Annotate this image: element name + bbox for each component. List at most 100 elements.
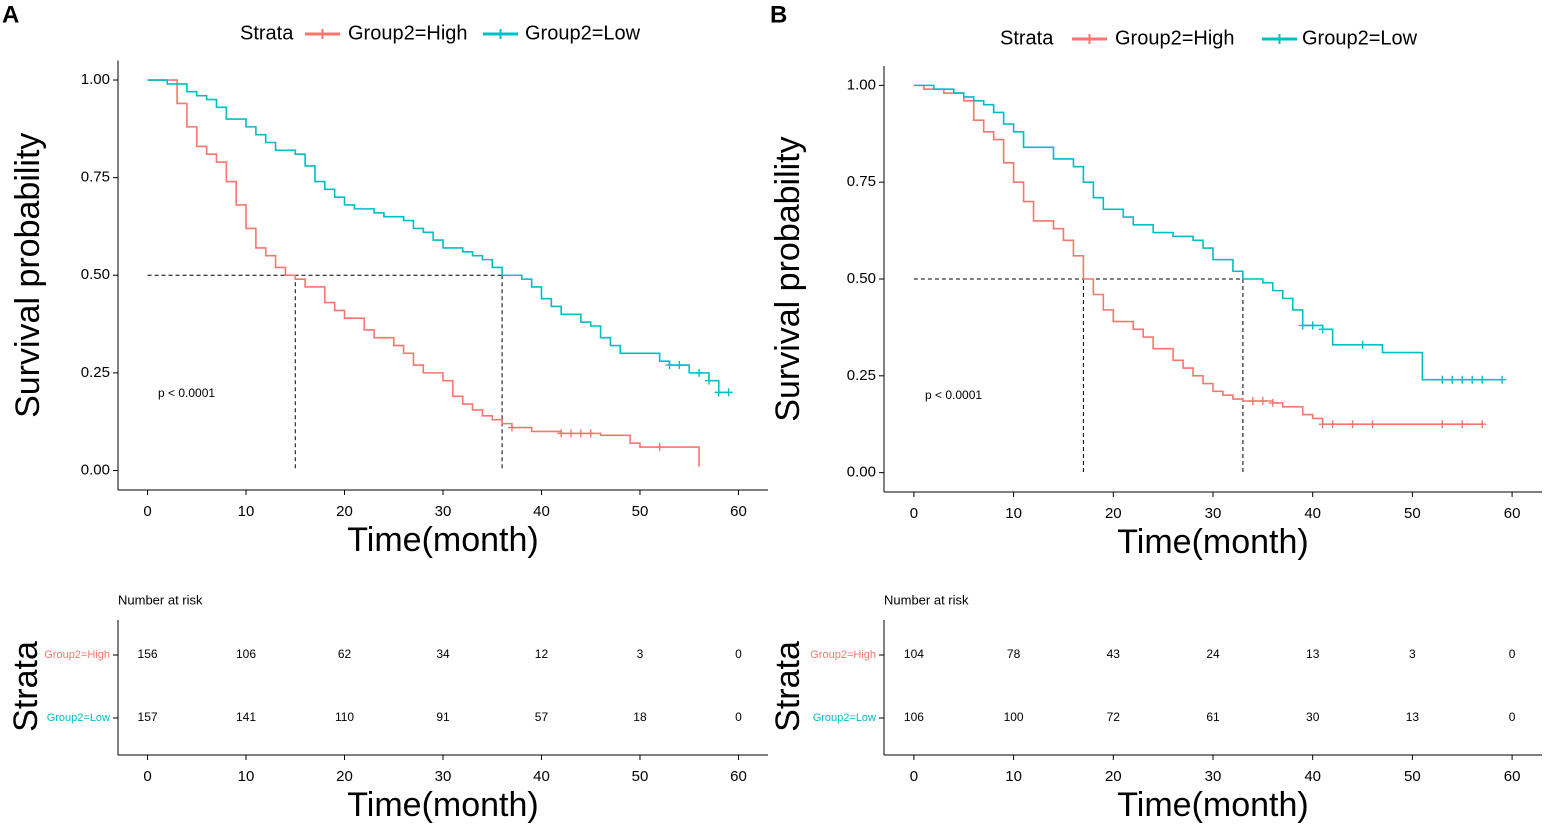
x-tick-label: 0 bbox=[910, 505, 918, 522]
y-axis-title: Strata bbox=[7, 641, 45, 732]
panel-label: A bbox=[2, 1, 19, 28]
risk-count: 3 bbox=[637, 647, 644, 661]
risk-count: 24 bbox=[1206, 647, 1220, 661]
y-tick-label: 0.75 bbox=[847, 173, 876, 190]
y-tick-label: 0.25 bbox=[81, 364, 110, 381]
x-tick-label: 40 bbox=[533, 503, 550, 520]
legend-title: Strata bbox=[240, 22, 294, 44]
censor-mark bbox=[1458, 375, 1467, 384]
table-title: Number at risk bbox=[118, 592, 203, 607]
x-tick-label: 10 bbox=[1005, 505, 1022, 522]
risk-count: 141 bbox=[236, 710, 256, 724]
censor-mark bbox=[714, 388, 723, 397]
x-tick-label: 30 bbox=[1205, 768, 1222, 785]
legend-label: Group2=High bbox=[348, 22, 468, 44]
y-tick-label: 1.00 bbox=[847, 76, 876, 93]
x-tick-label: 20 bbox=[1105, 505, 1122, 522]
risk-count: 13 bbox=[1306, 647, 1320, 661]
x-tick-label: 0 bbox=[143, 768, 151, 785]
censor-mark bbox=[557, 429, 566, 438]
x-tick-label: 40 bbox=[1304, 505, 1321, 522]
risk-count: 72 bbox=[1107, 710, 1121, 724]
risk-count: 104 bbox=[904, 647, 924, 661]
x-axis-title: Time(month) bbox=[347, 521, 538, 559]
risk-count: 18 bbox=[633, 710, 647, 724]
x-tick-label: 50 bbox=[1404, 768, 1421, 785]
risk-count: 91 bbox=[436, 710, 450, 724]
censor-mark bbox=[1328, 420, 1337, 429]
censor-mark bbox=[1358, 340, 1367, 349]
y-tick-label: 0.50 bbox=[81, 266, 110, 283]
x-tick-label: 60 bbox=[1504, 505, 1521, 522]
y-tick-label: 0.50 bbox=[847, 270, 876, 287]
x-tick-label: 10 bbox=[238, 768, 255, 785]
censor-mark bbox=[1478, 420, 1487, 429]
x-tick-label: 50 bbox=[1404, 505, 1421, 522]
censor-mark bbox=[1468, 375, 1477, 384]
risk-count: 0 bbox=[735, 710, 742, 724]
censor-mark bbox=[1268, 398, 1277, 407]
risk-count: 61 bbox=[1206, 710, 1220, 724]
p-value: p < 0.0001 bbox=[158, 386, 215, 400]
row-label: Group2=High bbox=[810, 649, 876, 661]
x-tick-label: 10 bbox=[238, 503, 255, 520]
censor-mark bbox=[1248, 396, 1257, 405]
censor-mark bbox=[724, 388, 733, 397]
risk-count: 62 bbox=[338, 647, 352, 661]
y-tick-label: 1.00 bbox=[81, 71, 110, 88]
risk-count: 0 bbox=[735, 647, 742, 661]
row-label: Group2=Low bbox=[47, 712, 110, 724]
y-tick-label: 0.00 bbox=[81, 461, 110, 478]
risk-count: 157 bbox=[138, 710, 158, 724]
risk-count: 3 bbox=[1409, 647, 1416, 661]
row-label: Group2=High bbox=[44, 649, 110, 661]
censor-mark bbox=[675, 361, 684, 370]
y-axis-title: Survival probability bbox=[769, 136, 807, 421]
censor-mark bbox=[1368, 420, 1377, 429]
risk-count: 78 bbox=[1007, 647, 1021, 661]
survival-curve bbox=[913, 84, 1483, 426]
censor-mark bbox=[567, 429, 576, 438]
y-tick-label: 0.75 bbox=[81, 169, 110, 186]
x-axis-title: Time(month) bbox=[1117, 786, 1308, 824]
x-tick-label: 30 bbox=[435, 503, 452, 520]
risk-count: 106 bbox=[236, 647, 256, 661]
censor-mark bbox=[1298, 321, 1307, 330]
censor-mark bbox=[704, 376, 713, 385]
x-tick-label: 60 bbox=[1504, 768, 1521, 785]
risk-count: 100 bbox=[1004, 710, 1024, 724]
y-tick-label: 0.25 bbox=[847, 367, 876, 384]
table-title: Number at risk bbox=[884, 592, 969, 607]
censor-mark bbox=[1448, 375, 1457, 384]
legend-label: Group2=Low bbox=[525, 22, 641, 44]
risk-count: 43 bbox=[1107, 647, 1121, 661]
x-axis-title: Time(month) bbox=[347, 786, 538, 824]
y-tick-label: 0.00 bbox=[847, 464, 876, 481]
censor-mark bbox=[1318, 420, 1327, 429]
risk-count: 57 bbox=[535, 710, 549, 724]
censor-mark bbox=[695, 368, 704, 377]
legend-label: Group2=High bbox=[1115, 27, 1235, 49]
x-tick-label: 60 bbox=[730, 503, 747, 520]
risk-count: 34 bbox=[436, 647, 450, 661]
x-tick-label: 30 bbox=[435, 768, 452, 785]
survival-curve bbox=[147, 79, 729, 394]
y-axis-title: Strata bbox=[769, 641, 807, 732]
x-tick-label: 0 bbox=[143, 503, 151, 520]
x-tick-label: 20 bbox=[1105, 768, 1122, 785]
risk-count: 0 bbox=[1509, 710, 1516, 724]
risk-count: 12 bbox=[535, 647, 549, 661]
risk-count: 30 bbox=[1306, 710, 1320, 724]
censor-mark bbox=[1438, 375, 1447, 384]
risk-count: 110 bbox=[335, 710, 354, 724]
x-tick-label: 40 bbox=[1304, 768, 1321, 785]
censor-mark bbox=[1258, 396, 1267, 405]
panel-label: B bbox=[770, 1, 787, 28]
censor-mark bbox=[507, 423, 516, 432]
censor-mark bbox=[1348, 420, 1357, 429]
risk-count: 13 bbox=[1406, 710, 1420, 724]
survival-curve bbox=[147, 79, 700, 467]
risk-count: 156 bbox=[138, 647, 158, 661]
